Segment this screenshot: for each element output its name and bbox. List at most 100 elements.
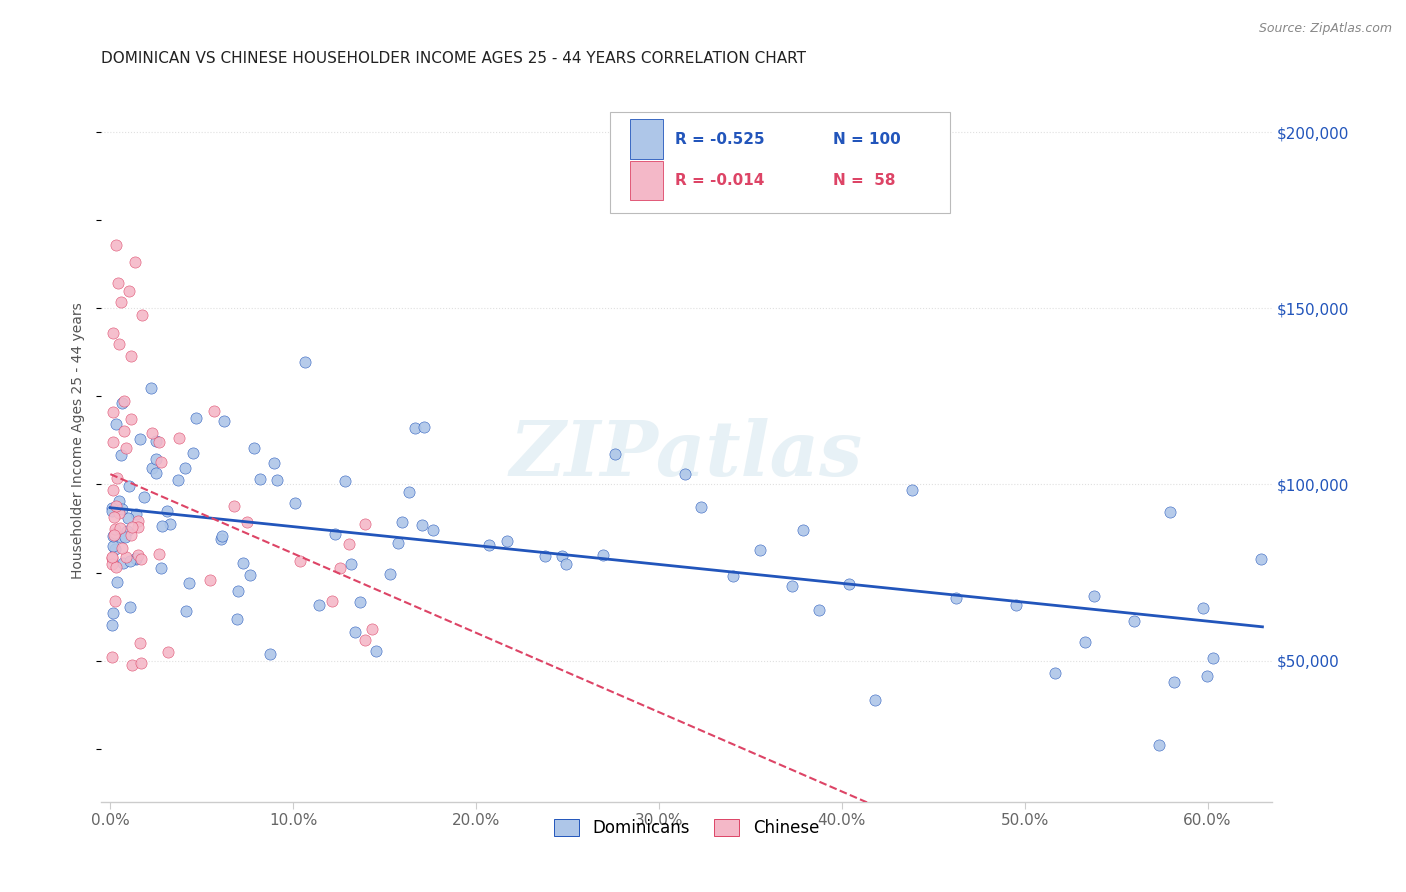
Point: [689, 500, 711, 514]
Point: [124, 255, 146, 269]
Point: [343, 625, 366, 640]
Y-axis label: Householder Income Ages 25 - 44 years: Householder Income Ages 25 - 44 years: [72, 302, 86, 579]
FancyBboxPatch shape: [630, 161, 664, 201]
Point: [212, 414, 235, 428]
Point: [131, 309, 153, 323]
Point: [198, 574, 221, 588]
Point: [173, 460, 195, 475]
Point: [288, 554, 311, 568]
Point: [101, 500, 124, 515]
Point: [340, 558, 363, 572]
Point: [120, 349, 142, 363]
Point: [104, 525, 127, 540]
Point: [112, 556, 135, 570]
Point: [413, 420, 436, 434]
Point: [156, 504, 179, 518]
Point: [807, 603, 830, 617]
Point: [118, 284, 141, 298]
Point: [226, 612, 249, 626]
Point: [354, 633, 377, 648]
Text: R = -0.525: R = -0.525: [675, 132, 765, 147]
Point: [111, 396, 134, 410]
Point: [150, 561, 173, 575]
Point: [1163, 674, 1185, 689]
Point: [101, 649, 124, 664]
Point: [115, 441, 138, 455]
Point: [380, 566, 402, 581]
Point: [141, 425, 163, 440]
Point: [101, 549, 124, 564]
Point: [120, 600, 142, 615]
Point: [1073, 635, 1095, 649]
Text: N = 100: N = 100: [832, 132, 900, 147]
Point: [186, 411, 208, 425]
Point: [104, 417, 127, 431]
Point: [110, 448, 132, 462]
Point: [387, 535, 409, 549]
Point: [366, 644, 388, 658]
Point: [148, 547, 170, 561]
Point: [148, 435, 170, 450]
Text: R = -0.014: R = -0.014: [675, 173, 763, 188]
Point: [129, 636, 152, 650]
Text: DOMINICAN VS CHINESE HOUSEHOLDER INCOME AGES 25 - 44 YEARS CORRELATION CHART: DOMINICAN VS CHINESE HOUSEHOLDER INCOME …: [101, 51, 806, 66]
Point: [101, 326, 124, 340]
Point: [141, 461, 163, 475]
Point: [337, 537, 360, 551]
Point: [179, 575, 201, 590]
Point: [1083, 589, 1105, 603]
Point: [114, 530, 136, 544]
Point: [232, 557, 254, 571]
Point: [120, 528, 142, 542]
Point: [112, 424, 135, 438]
Point: [101, 618, 124, 632]
Point: [478, 538, 501, 552]
Point: [239, 567, 262, 582]
Point: [404, 420, 426, 434]
Point: [749, 542, 772, 557]
Point: [721, 568, 744, 582]
Point: [110, 530, 132, 544]
Point: [333, 475, 356, 489]
Point: [104, 560, 127, 574]
Point: [101, 551, 124, 566]
Point: [1197, 669, 1219, 683]
Point: [1159, 505, 1181, 519]
Point: [104, 594, 127, 608]
Point: [101, 529, 124, 543]
Point: [211, 533, 233, 547]
Point: [121, 519, 143, 533]
Point: [1250, 551, 1272, 566]
Point: [114, 550, 136, 565]
Point: [103, 510, 125, 524]
Point: [263, 457, 285, 471]
Point: [422, 523, 444, 537]
Point: [321, 594, 343, 608]
Point: [551, 549, 574, 563]
Point: [673, 467, 696, 482]
Point: [167, 431, 190, 445]
Point: [103, 540, 125, 554]
Point: [325, 527, 347, 541]
Point: [865, 693, 887, 707]
Point: [139, 381, 162, 395]
Point: [284, 496, 307, 510]
Point: [111, 541, 134, 555]
Point: [294, 355, 316, 369]
Point: [534, 549, 557, 563]
Point: [329, 561, 352, 575]
Point: [120, 411, 142, 425]
Point: [131, 552, 153, 566]
Point: [1045, 665, 1067, 680]
Point: [838, 576, 860, 591]
Point: [128, 432, 150, 446]
Point: [176, 604, 198, 618]
Point: [792, 524, 814, 538]
Point: [105, 574, 128, 589]
Point: [107, 277, 129, 291]
Point: [105, 500, 128, 514]
Point: [150, 455, 173, 469]
Point: [150, 518, 173, 533]
Point: [108, 336, 131, 351]
Point: [222, 500, 245, 514]
